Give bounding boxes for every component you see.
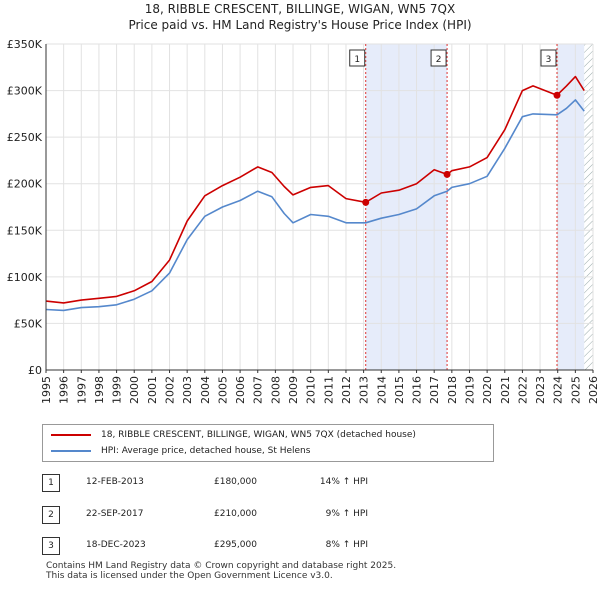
y-tick-label-4: £200K: [7, 178, 43, 191]
legend-item-hpi: HPI: Average price, detached house, St H…: [51, 444, 310, 458]
y-tick-label-0: £0: [28, 364, 42, 377]
sale-badge-2: 2: [42, 506, 60, 524]
sale-badge-1: 1: [42, 474, 60, 492]
legend-item-property: 18, RIBBLE CRESCENT, BILLINGE, WIGAN, WN…: [51, 428, 416, 442]
sale-hpi-3: 8% ↑ HPI: [325, 540, 368, 550]
chart-subtitle: Price paid vs. HM Land Registry's House …: [128, 18, 472, 32]
sale-price-1: £180,000: [214, 477, 257, 487]
hpi-line: [45, 99, 585, 312]
x-tick-label-2018: 2018: [446, 376, 459, 404]
y-tick-label-6: £300K: [7, 85, 43, 98]
x-tick-label-2014: 2014: [375, 376, 388, 404]
x-tick-label-2015: 2015: [393, 376, 406, 404]
sale-date-1: 12-FEB-2013: [86, 477, 144, 487]
sale-marker-text-3: 3: [546, 55, 552, 65]
x-tick-label-2023: 2023: [534, 376, 547, 404]
sale-date-2: 22-SEP-2017: [86, 509, 144, 519]
y-tick-label-1: £50K: [14, 317, 43, 330]
x-tick-label-2005: 2005: [216, 376, 229, 404]
x-tick-label-2007: 2007: [252, 376, 265, 404]
x-tick-label-2022: 2022: [516, 376, 529, 404]
y-tick-label-2: £100K: [7, 271, 43, 284]
price-chart: 1 2 3 £0 £50K £100K £150K £200K £250K £300K £350K…: [7, 38, 600, 404]
plot-area: [46, 44, 593, 370]
sale-point-1: [362, 198, 370, 206]
sale-point-3: [553, 91, 561, 99]
sale-price-3: £295,000: [214, 540, 257, 550]
legend-label-property: 18, RIBBLE CRESCENT, BILLINGE, WIGAN, WN…: [101, 430, 416, 440]
y-tick-label-7: £350K: [7, 38, 43, 51]
x-tick-label-1995: 1995: [40, 376, 53, 404]
sale-point-2: [443, 170, 451, 178]
sale-hpi-2: 9% ↑ HPI: [325, 509, 368, 519]
x-tick-label-1997: 1997: [75, 376, 88, 404]
sale-row-1: 1 12-FEB-2013 £180,000 14% ↑ HPI: [0, 474, 600, 494]
legend-label-hpi: HPI: Average price, detached house, St H…: [101, 446, 311, 456]
x-tick-label-2024: 2024: [552, 376, 565, 404]
x-tick-label-2004: 2004: [199, 376, 212, 404]
chart-legend: 18, RIBBLE CRESCENT, BILLINGE, WIGAN, WN…: [42, 424, 494, 462]
x-tick-label-1999: 1999: [111, 376, 124, 404]
property-price-line: [45, 75, 585, 304]
x-tick-label-2006: 2006: [234, 376, 247, 404]
shaded-range-2: [557, 44, 585, 370]
x-tick-label-2002: 2002: [164, 376, 177, 404]
chart-title: 18, RIBBLE CRESCENT, BILLINGE, WIGAN, WN…: [144, 2, 456, 16]
y-tick-label-5: £250K: [7, 131, 43, 144]
x-tick-label-2020: 2020: [481, 376, 494, 404]
footer-licence: This data is licensed under the Open Gov…: [46, 571, 333, 581]
x-tick-label-2001: 2001: [146, 376, 159, 404]
footer-copyright: Contains HM Land Registry data © Crown c…: [46, 561, 397, 571]
shaded-range-1: [365, 44, 448, 370]
sale-price-2: £210,000: [214, 509, 257, 519]
x-tick-label-2010: 2010: [305, 376, 318, 404]
sale-date-3: 18-DEC-2023: [86, 540, 146, 550]
x-tick-label-2025: 2025: [569, 376, 582, 404]
sale-badge-3: 3: [42, 537, 60, 555]
legend-swatch-property: [51, 434, 91, 436]
x-tick-label-2012: 2012: [340, 376, 353, 404]
x-tick-label-2000: 2000: [128, 376, 141, 404]
x-tick-label-2003: 2003: [181, 376, 194, 404]
x-tick-label-2021: 2021: [499, 376, 512, 404]
sale-marker-label-2: 2: [430, 49, 447, 67]
future-hatch: [584, 44, 593, 370]
legend-swatch-hpi: [51, 450, 91, 452]
x-tick-label-2026: 2026: [587, 376, 600, 404]
x-tick-label-2016: 2016: [411, 376, 424, 404]
sale-marker-text-2: 2: [436, 55, 442, 65]
x-tick-label-1996: 1996: [58, 376, 71, 404]
sale-marker-label-1: 1: [349, 49, 366, 67]
y-tick-label-3: £150K: [7, 224, 43, 237]
x-tick-label-2009: 2009: [287, 376, 300, 404]
sale-marker-label-3: 3: [540, 49, 557, 67]
sale-marker-text-1: 1: [354, 55, 360, 65]
sale-marker-box-2: [430, 49, 447, 67]
x-tick-label-2017: 2017: [428, 376, 441, 404]
x-tick-label-1998: 1998: [93, 376, 106, 404]
sale-row-3: 3 18-DEC-2023 £295,000 8% ↑ HPI: [0, 537, 600, 557]
sale-hpi-1: 14% ↑ HPI: [319, 477, 368, 487]
sale-marker-box-3: [540, 49, 557, 67]
x-tick-label-2011: 2011: [322, 376, 335, 404]
sale-marker-box-1: [349, 49, 366, 67]
x-tick-label-2013: 2013: [358, 376, 371, 404]
sale-row-2: 2 22-SEP-2017 £210,000 9% ↑ HPI: [0, 506, 600, 526]
x-tick-label-2019: 2019: [463, 376, 476, 404]
x-tick-label-2008: 2008: [269, 376, 282, 404]
